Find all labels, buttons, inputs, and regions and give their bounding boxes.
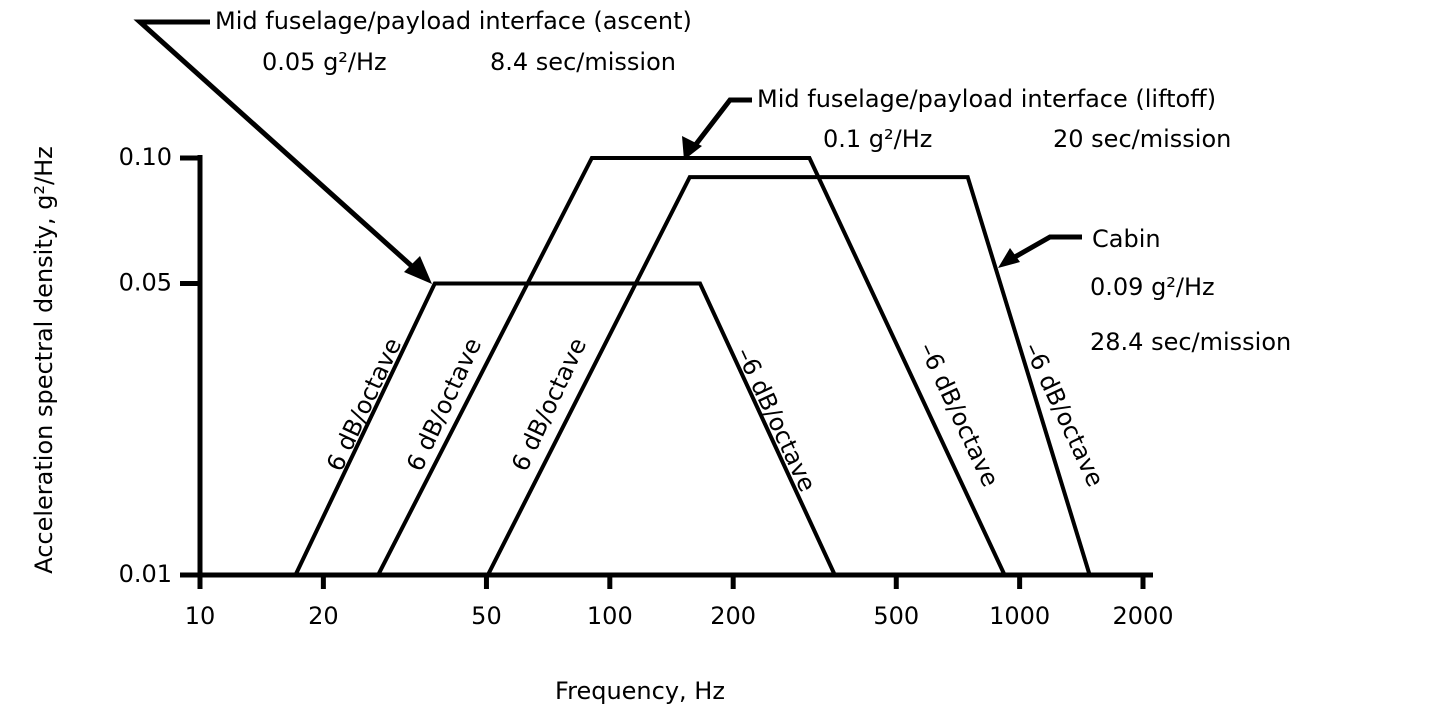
y-tick-label: 0.05 [119,269,172,297]
y-axis-label: Acceleration spectral density, g²/Hz [30,146,58,574]
x-tick-label: 1000 [989,602,1050,630]
y-tick-label: 0.10 [119,143,172,171]
arrowhead [998,248,1020,268]
x-tick-label: 2000 [1112,602,1173,630]
annotation: 28.4 sec/mission [1090,328,1291,356]
series-line [293,281,837,576]
x-tick-label: 500 [873,602,919,630]
x-tick-label: 10 [185,602,216,630]
annotation: 6 dB/octave [401,334,487,476]
annotation: 8.4 sec/mission [490,48,676,76]
annotation: 0.1 g²/Hz [823,125,932,153]
x-tick-label: 100 [587,602,633,630]
series-label: Mid fuselage/payload interface (ascent) [215,7,692,35]
y-tick-label: 0.01 [119,560,172,588]
annotation: 6 dB/octave [321,334,407,476]
x-tick-label: 200 [710,602,756,630]
annotation: –6 dB/octave [730,343,821,496]
series-line [376,156,1007,576]
annotation: 0.09 g²/Hz [1090,273,1215,301]
series-label: Cabin [1092,225,1161,253]
series-label: Mid fuselage/payload interface (liftoff) [757,85,1216,113]
callout-arrow [1004,234,1082,265]
x-axis-label: Frequency, Hz [555,677,725,705]
arrowhead [404,256,432,284]
x-tick-label: 20 [308,602,339,630]
annotation: –6 dB/octave [1018,338,1109,491]
annotation: 0.05 g²/Hz [262,48,387,76]
callout-arrow [133,19,427,280]
series-line [486,175,1092,576]
arrowhead [682,136,702,160]
annotation: 20 sec/mission [1053,125,1231,153]
x-tick-label: 50 [471,602,502,630]
annotation: –6 dB/octave [913,338,1004,491]
callout-arrow [688,97,752,154]
